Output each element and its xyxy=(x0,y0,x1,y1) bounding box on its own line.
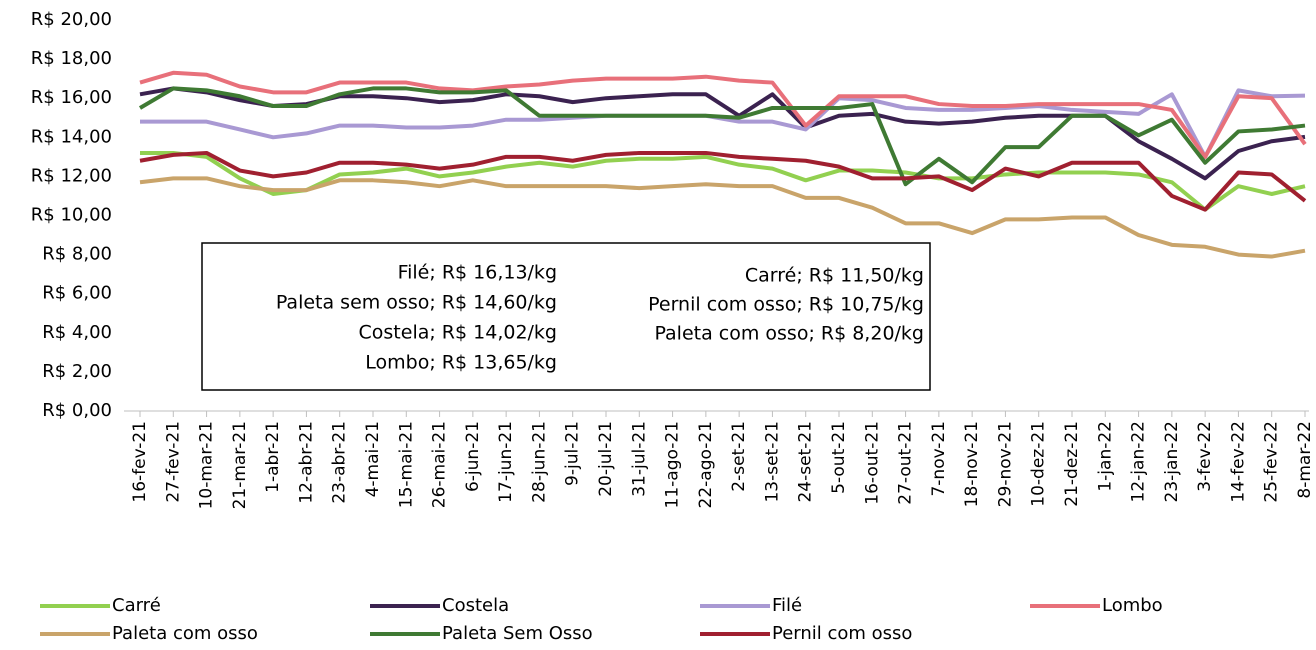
legend-label: Carré xyxy=(112,595,161,616)
x-tick-label: 4-mai-21 xyxy=(363,421,383,497)
x-tick-label: 21-dez-21 xyxy=(1062,421,1082,507)
legend-label: Lombo xyxy=(1102,595,1163,616)
x-tick-label: 16-out-21 xyxy=(862,421,882,505)
x-tick-label: 17-jun-21 xyxy=(496,421,516,503)
x-tick-label: 26-mai-21 xyxy=(430,421,450,508)
x-tick-label: 16-fev-21 xyxy=(130,421,150,503)
x-tick-label: 9-jul-21 xyxy=(563,421,583,486)
x-tick-label: 10-mar-21 xyxy=(197,421,217,509)
x-tick-label: 29-nov-21 xyxy=(995,421,1015,507)
series-line xyxy=(139,176,1306,259)
x-tick-label: 1-abr-21 xyxy=(263,421,283,493)
annotation-box xyxy=(201,242,931,391)
x-tick-label: 28-jun-21 xyxy=(529,421,549,503)
y-tick-label: R$ 12,00 xyxy=(31,165,112,186)
x-tick-label: 11-ago-21 xyxy=(663,421,683,508)
y-tick-label: R$ 16,00 xyxy=(31,87,112,108)
x-tick-label: 20-jul-21 xyxy=(596,421,616,497)
x-tick-label: 27-fev-21 xyxy=(163,421,183,503)
x-tick-label: 24-set-21 xyxy=(796,421,816,503)
annotation-text: Paleta com osso; R$ 8,20/kg xyxy=(654,323,924,345)
x-tick-label: 12-abr-21 xyxy=(296,421,316,504)
x-tick-label: 13-set-21 xyxy=(762,421,782,503)
series-line xyxy=(139,70,1307,159)
annotation-text: Filé; R$ 16,13/kg xyxy=(398,262,557,284)
x-tick-label: 14-fev-22 xyxy=(1228,421,1248,503)
annotation-text: Lombo; R$ 13,65/kg xyxy=(365,352,557,374)
annotation-text: Costela; R$ 14,02/kg xyxy=(359,322,557,344)
legend-label: Pernil com osso xyxy=(772,623,912,644)
y-tick-label: R$ 0,00 xyxy=(42,400,112,421)
x-tick-label: 21-mar-21 xyxy=(230,421,250,509)
annotation-text: Carré; R$ 11,50/kg xyxy=(745,265,924,287)
y-tick-label: R$ 4,00 xyxy=(42,322,112,343)
x-tick-label: 8-mar-22 xyxy=(1295,421,1315,499)
x-tick-label: 22-ago-21 xyxy=(696,421,716,508)
legend-label: Paleta com osso xyxy=(112,623,258,644)
legend-label: Filé xyxy=(772,595,802,616)
series-line xyxy=(138,86,1306,187)
x-tick-label: 15-mai-21 xyxy=(396,421,416,508)
x-tick-label: 12-jan-22 xyxy=(1129,421,1149,502)
x-tick-label: 7-nov-21 xyxy=(929,421,949,497)
y-tick-label: R$ 10,00 xyxy=(31,205,112,226)
x-tick-label: 23-jan-22 xyxy=(1162,421,1182,502)
legend-label: Paleta Sem Osso xyxy=(442,623,593,644)
y-tick-label: R$ 14,00 xyxy=(31,126,112,147)
y-tick-label: R$ 6,00 xyxy=(42,283,112,304)
x-tick-label: 27-out-21 xyxy=(896,421,916,505)
x-tick-label: 23-abr-21 xyxy=(330,421,350,504)
y-tick-label: R$ 20,00 xyxy=(31,9,112,30)
x-tick-label: 1-jan-22 xyxy=(1095,421,1115,492)
y-tick-label: R$ 2,00 xyxy=(42,361,112,382)
annotation-text: Paleta sem osso; R$ 14,60/kg xyxy=(276,292,557,314)
x-tick-label: 18-nov-21 xyxy=(962,421,982,507)
x-tick-label: 3-fev-22 xyxy=(1195,421,1215,492)
series-line xyxy=(139,150,1307,212)
y-tick-label: R$ 18,00 xyxy=(31,48,112,69)
x-tick-label: 31-jul-21 xyxy=(629,421,649,497)
x-tick-label: 5-out-21 xyxy=(829,421,849,494)
x-tick-label: 10-dez-21 xyxy=(1029,421,1049,507)
annotation-text: Pernil com osso; R$ 10,75/kg xyxy=(648,294,924,316)
legend-label: Costela xyxy=(442,595,509,616)
x-tick-label: 6-jun-21 xyxy=(463,421,483,492)
y-tick-label: R$ 8,00 xyxy=(42,244,112,265)
series-line xyxy=(140,150,1306,212)
x-tick-label: 25-fev-22 xyxy=(1262,421,1282,503)
x-tick-label: 2-set-21 xyxy=(729,421,749,492)
